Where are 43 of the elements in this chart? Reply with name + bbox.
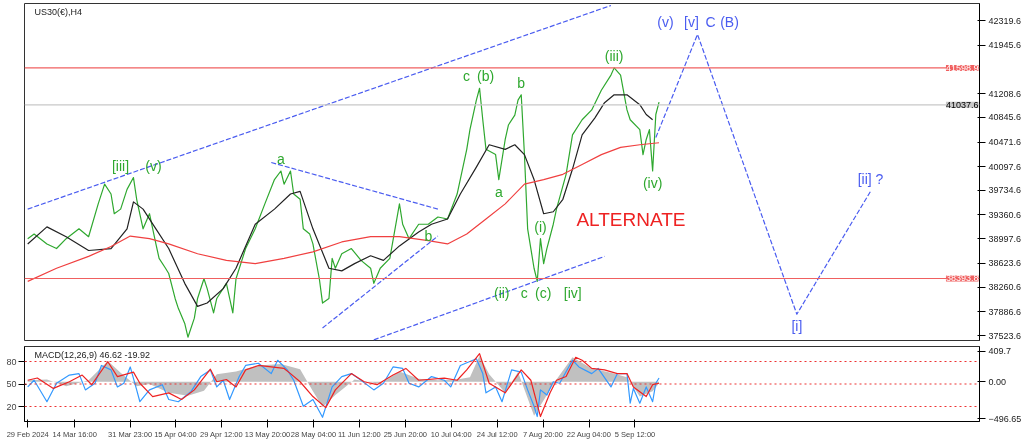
y-tick-label: 38260.6 [988,282,1022,293]
chart-title: MACD(12,26,9) 46.62 -19.92 [34,349,151,360]
annotation: ALTERNATE [576,208,686,230]
annotation: [v] [684,14,699,31]
ref-line-label: 41598.9 [945,62,979,73]
annotation: (iv) [642,175,663,192]
annotation: (B) [720,14,739,31]
y-tick-label: 38997.6 [988,233,1022,244]
annotation: (b) [477,68,495,85]
y-tick-label: 39734.6 [988,185,1022,196]
y-tick-label: 409.7 [988,346,1012,357]
annotation: b [517,74,526,91]
y-tick-label: 38623.6 [988,258,1022,269]
ref-line-label: 41037.6 [945,99,979,110]
annotation: (v) [657,14,674,31]
annotation: [iv] [563,285,582,302]
ref-line-label: 38393.8 [945,273,979,284]
annotation: [iii] [111,157,130,174]
chart-title: US30(€),H4 [34,6,83,17]
y-tick-label: 41945.6 [988,40,1022,51]
y2-tick-label: 20 [6,401,17,412]
y-tick-label: 40097.6 [988,161,1022,172]
y-tick-label: 42319.6 [988,15,1022,26]
y-tick-label: 37523.6 [988,330,1022,341]
annotation: C [705,14,716,31]
y-tick-label: 39360.6 [988,209,1022,220]
y-tick-label: 37886.6 [988,306,1022,317]
annotation: [i] [791,318,803,335]
y-tick-label: 41208.6 [988,88,1022,99]
y2-tick-label: 50 [6,379,17,389]
annotation: a [276,151,285,168]
annotation: (i) [534,218,547,235]
annotation: [ii] ? [857,171,884,188]
annotation: c [520,285,528,302]
y2-tick-label: 80 [6,356,17,367]
y-tick-label: 0.00 [988,376,1007,387]
annotation: a [494,183,503,200]
annotation: c [463,68,471,85]
y-tick-label: 40845.6 [988,112,1022,123]
y-tick-label: −496.65 [988,413,1022,424]
annotation: (iii) [604,47,624,64]
annotation: (c) [535,285,552,302]
y-tick-label: 40471.6 [988,137,1022,148]
